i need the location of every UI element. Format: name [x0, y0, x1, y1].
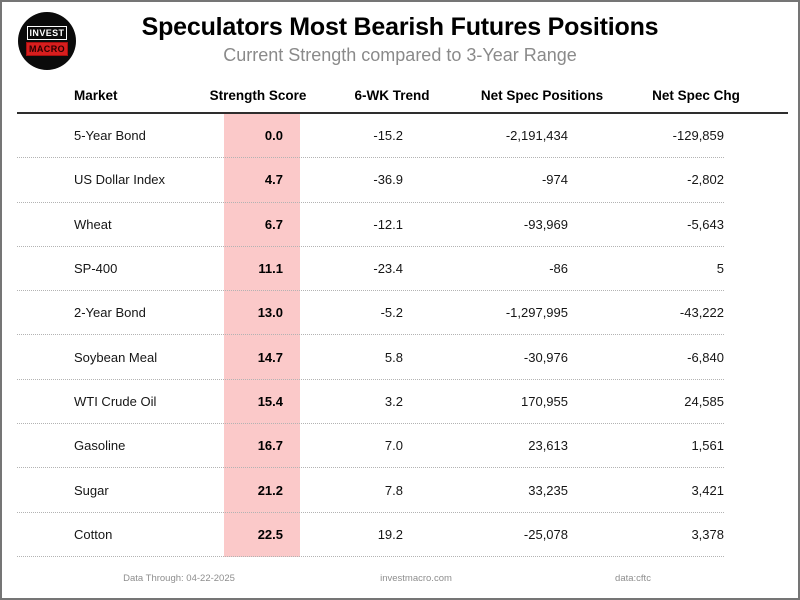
6wk-trend-cell: -15.2 — [373, 128, 403, 144]
6wk-trend-cell: 5.8 — [384, 349, 403, 365]
column-header-net-spec-positions: Net Spec Positions — [480, 88, 604, 103]
table-row: Wheat 6.7 -12.1 -93,969 -5,643 — [17, 203, 724, 247]
investmacro-logo: INVEST MACRO — [18, 12, 76, 70]
strength-score-cell: 22.5 — [257, 526, 283, 542]
net-spec-chg-cell: -129,859 — [672, 128, 724, 144]
net-spec-positions-cell: -30,976 — [523, 349, 568, 365]
6wk-trend-cell: 19.2 — [377, 526, 403, 542]
net-spec-chg-cell: 24,585 — [684, 393, 724, 409]
net-spec-chg-cell: 5 — [716, 261, 724, 277]
strength-score-cell: 13.0 — [257, 305, 283, 321]
logo-macro-text: MACRO — [26, 42, 68, 56]
net-spec-positions-cell: -93,969 — [523, 216, 568, 232]
net-spec-positions-cell: 170,955 — [521, 393, 568, 409]
column-header-strength-score: Strength Score — [209, 88, 307, 103]
table-row: US Dollar Index 4.7 -36.9 -974 -2,802 — [17, 158, 724, 203]
net-spec-chg-cell: -2,802 — [687, 172, 724, 188]
table-row: 2-Year Bond 13.0 -5.2 -1,297,995 -43,222 — [17, 291, 724, 336]
strength-score-cell: 21.2 — [257, 482, 283, 498]
logo-invest-text: INVEST — [26, 26, 68, 40]
page-subtitle: Current Strength compared to 3-Year Rang… — [223, 45, 577, 65]
market-cell: Cotton — [74, 526, 113, 542]
net-spec-positions-cell: 33,235 — [528, 482, 568, 498]
net-spec-positions-cell: -974 — [541, 172, 568, 188]
market-cell: SP-400 — [74, 261, 118, 277]
table-row: WTI Crude Oil 15.4 3.2 170,955 24,585 — [17, 380, 724, 425]
strength-score-cell: 0.0 — [264, 128, 283, 144]
footer-data-source: data:cftc — [615, 573, 651, 584]
net-spec-positions-cell: -2,191,434 — [505, 128, 568, 144]
market-cell: Gasoline — [74, 438, 126, 454]
footer-website: investmacro.com — [380, 573, 452, 584]
net-spec-positions-cell: 23,613 — [528, 438, 568, 454]
table-row: Sugar 21.2 7.8 33,235 3,421 — [17, 468, 724, 513]
net-spec-positions-cell: -25,078 — [523, 526, 568, 542]
market-cell: Sugar — [74, 482, 109, 498]
strength-score-cell: 4.7 — [264, 172, 283, 188]
net-spec-chg-cell: 3,421 — [691, 482, 724, 498]
6wk-trend-cell: -36.9 — [373, 172, 403, 188]
strength-score-cell: 14.7 — [257, 349, 283, 365]
table-row: Soybean Meal 14.7 5.8 -30,976 -6,840 — [17, 335, 724, 380]
net-spec-chg-cell: 3,378 — [691, 526, 724, 542]
market-cell: WTI Crude Oil — [74, 393, 157, 409]
market-cell: 2-Year Bond — [74, 305, 146, 321]
6wk-trend-cell: -23.4 — [373, 261, 403, 277]
6wk-trend-cell: -12.1 — [373, 216, 403, 232]
column-header-6wk-trend: 6-WK Trend — [354, 88, 430, 103]
table-header-row: Market Strength Score 6-WK Trend Net Spe… — [2, 88, 798, 112]
strength-score-cell: 15.4 — [257, 393, 283, 409]
footer-data-through: Data Through: 04-22-2025 — [123, 573, 235, 584]
column-header-market: Market — [74, 88, 118, 103]
column-header-net-spec-chg: Net Spec Chg — [652, 88, 740, 103]
6wk-trend-cell: 7.8 — [384, 482, 403, 498]
net-spec-chg-cell: 1,561 — [691, 438, 724, 454]
net-spec-chg-cell: -6,840 — [687, 349, 724, 365]
market-cell: 5-Year Bond — [74, 128, 146, 144]
table-body: 5-Year Bond 0.0 -15.2 -2,191,434 -129,85… — [17, 112, 788, 557]
6wk-trend-cell: 3.2 — [384, 393, 403, 409]
net-spec-chg-cell: -43,222 — [679, 305, 724, 321]
strength-score-highlight-column — [224, 114, 300, 557]
market-cell: Wheat — [74, 216, 112, 232]
page-title: Speculators Most Bearish Futures Positio… — [141, 13, 659, 41]
table-row: SP-400 11.1 -23.4 -86 5 — [17, 247, 724, 292]
strength-score-cell: 6.7 — [264, 216, 283, 232]
strength-score-cell: 11.1 — [258, 261, 283, 277]
table-row: Gasoline 16.7 7.0 23,613 1,561 — [17, 424, 724, 469]
strength-score-cell: 16.7 — [257, 438, 283, 454]
table-row: Cotton 22.5 19.2 -25,078 3,378 — [17, 513, 724, 557]
net-spec-positions-cell: -1,297,995 — [505, 305, 568, 321]
6wk-trend-cell: 7.0 — [384, 438, 403, 454]
net-spec-positions-cell: -86 — [549, 261, 568, 277]
net-spec-chg-cell: -5,643 — [687, 216, 724, 232]
table-row: 5-Year Bond 0.0 -15.2 -2,191,434 -129,85… — [17, 114, 724, 159]
market-cell: US Dollar Index — [74, 172, 166, 188]
6wk-trend-cell: -5.2 — [380, 305, 403, 321]
market-cell: Soybean Meal — [74, 349, 158, 365]
